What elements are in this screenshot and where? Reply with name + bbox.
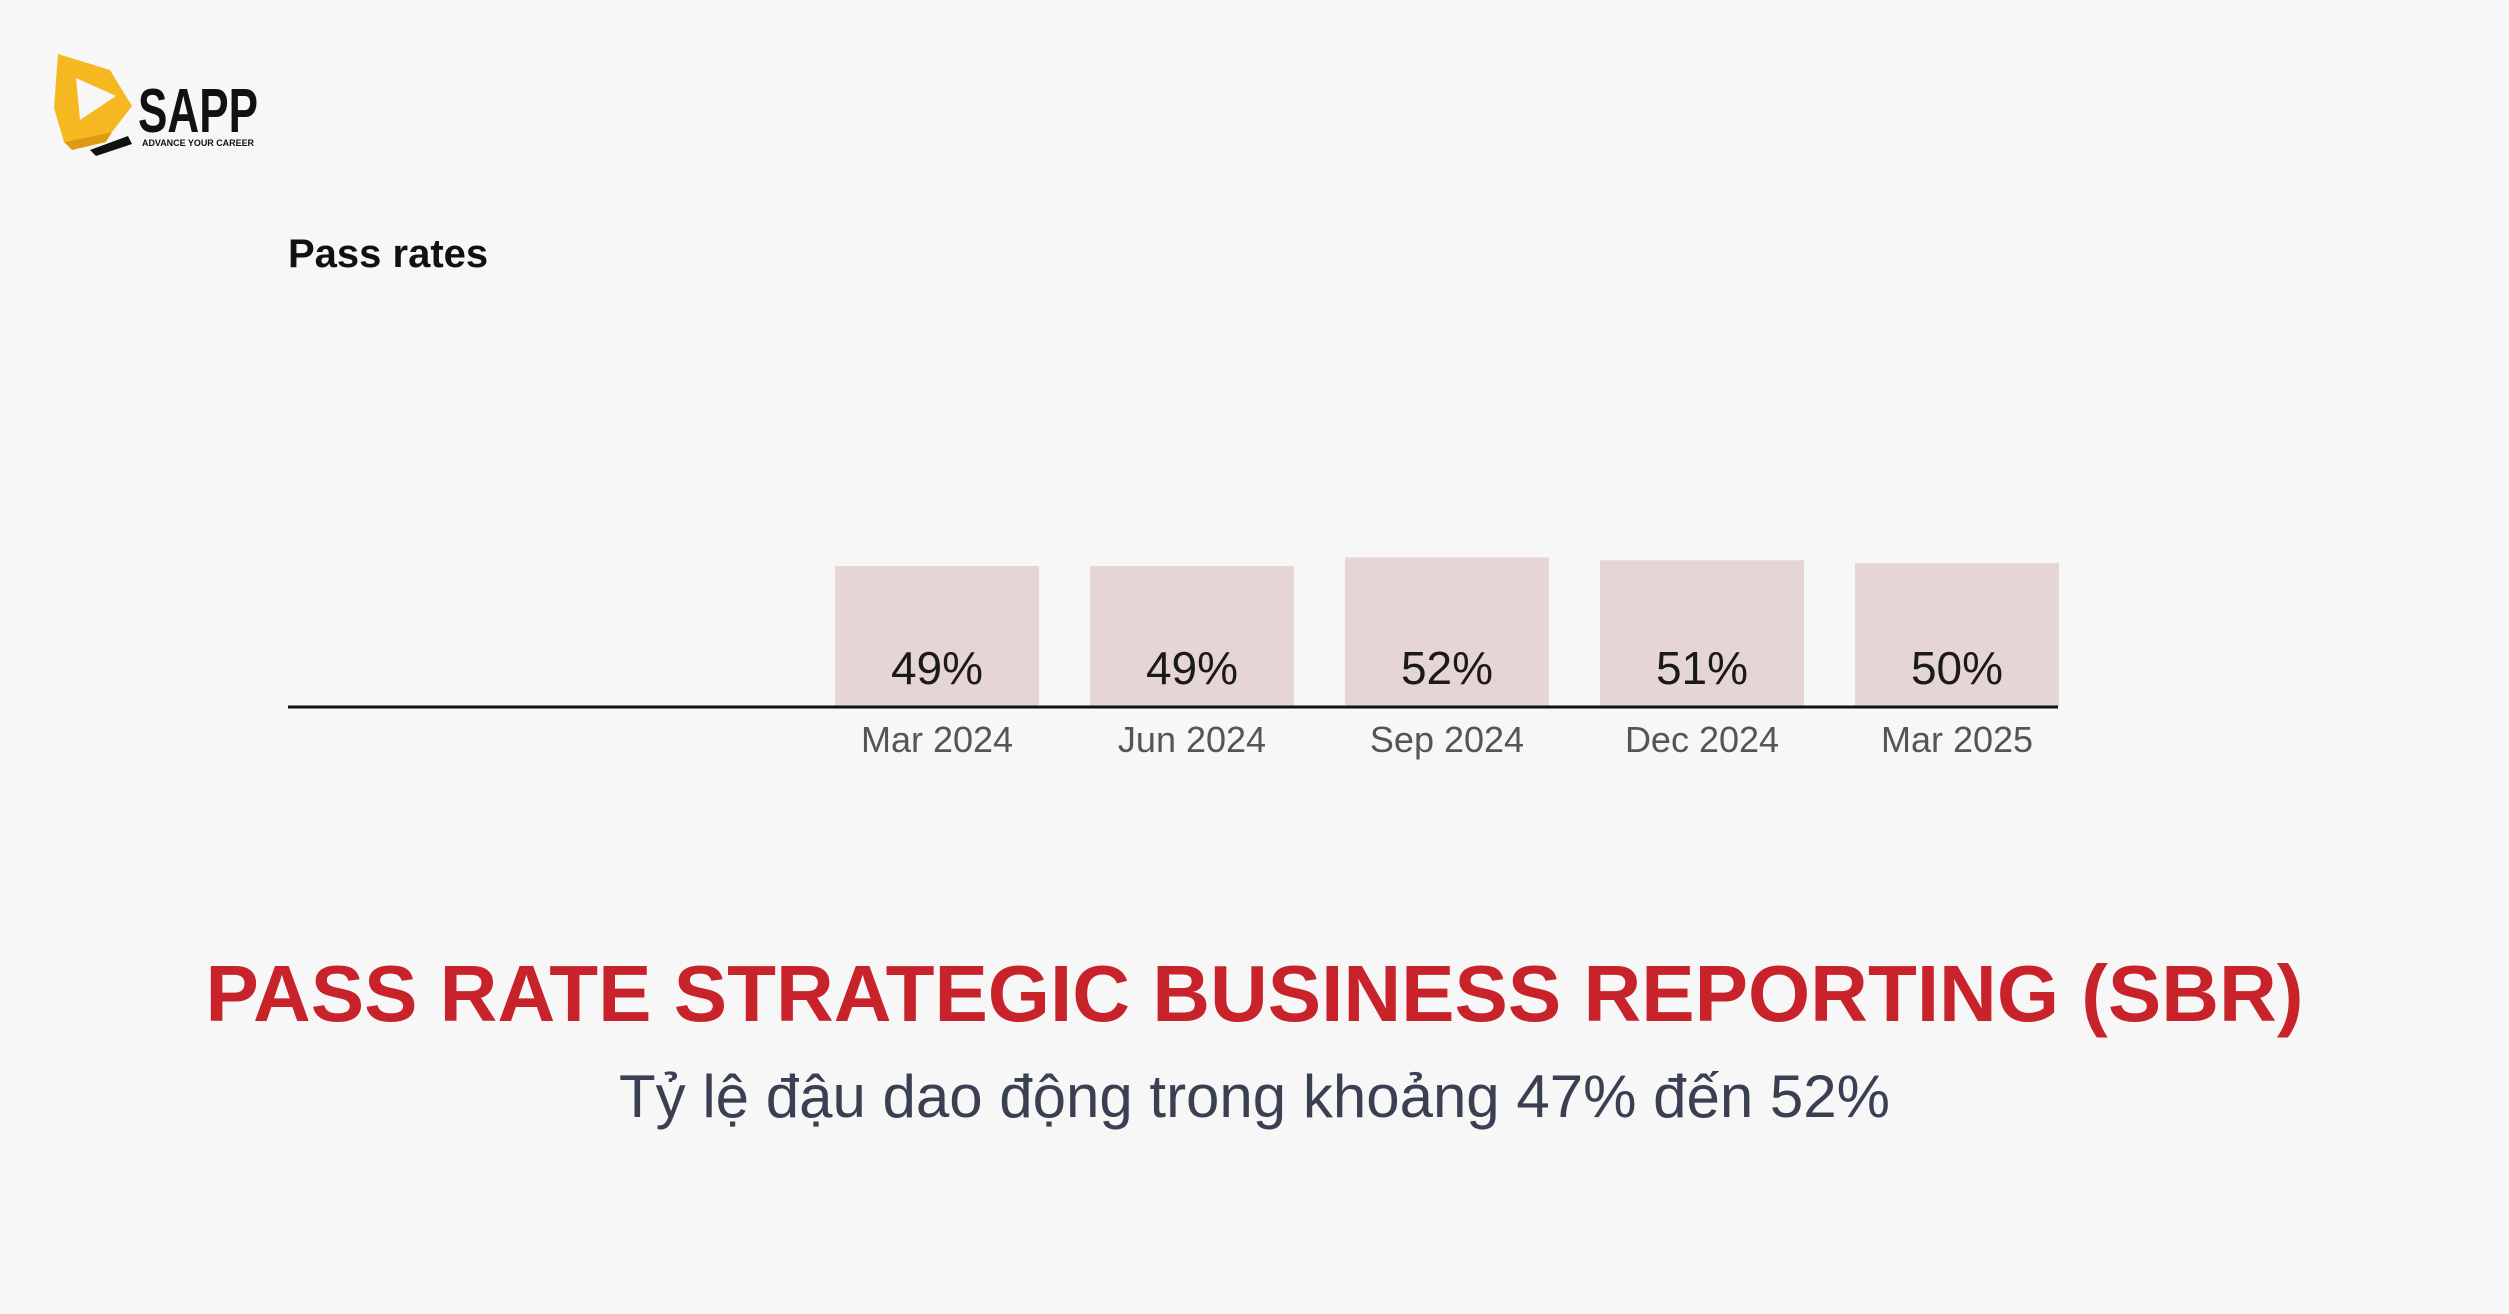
data-label: 51% (1656, 642, 1748, 694)
bar-mar-2024 (835, 566, 1039, 706)
data-label: 50% (1911, 642, 2003, 694)
x-tick-label: Dec 2024 (1625, 719, 1779, 760)
data-label: 49% (891, 642, 983, 694)
chart-title: Pass rates (288, 232, 489, 276)
subheadline: Tỷ lệ đậu dao động trong khoảng 47% đến … (619, 1063, 1890, 1130)
x-tick-label: Jun 2024 (1118, 719, 1266, 760)
svg-text:SAPP: SAPP (138, 77, 258, 146)
bar-mar-2025 (1855, 563, 2059, 706)
bar-jun-2024 (1090, 566, 1294, 706)
svg-text:ADVANCE YOUR CAREER: ADVANCE YOUR CAREER (142, 138, 254, 148)
sapp-logo-mark: SAPP ADVANCE YOUR CAREER (54, 54, 258, 156)
sapp-logo: SAPP ADVANCE YOUR CAREER (50, 48, 270, 158)
data-label: 49% (1146, 642, 1238, 694)
x-tick-label: Mar 2024 (861, 719, 1013, 760)
bar-sep-2024 (1345, 557, 1549, 706)
pass-rates-chart: 49% Mar 2024 49% Jun 2024 52% Sep 2024 51% Dec … (288, 557, 2059, 760)
data-label: 52% (1401, 642, 1493, 694)
headline: PASS RATE STRATEGIC BUSINESS REPORTING (… (205, 949, 2304, 1038)
bar-dec-2024 (1600, 560, 1804, 706)
x-tick-label: Sep 2024 (1370, 719, 1524, 760)
x-tick-label: Mar 2025 (1881, 719, 2033, 760)
